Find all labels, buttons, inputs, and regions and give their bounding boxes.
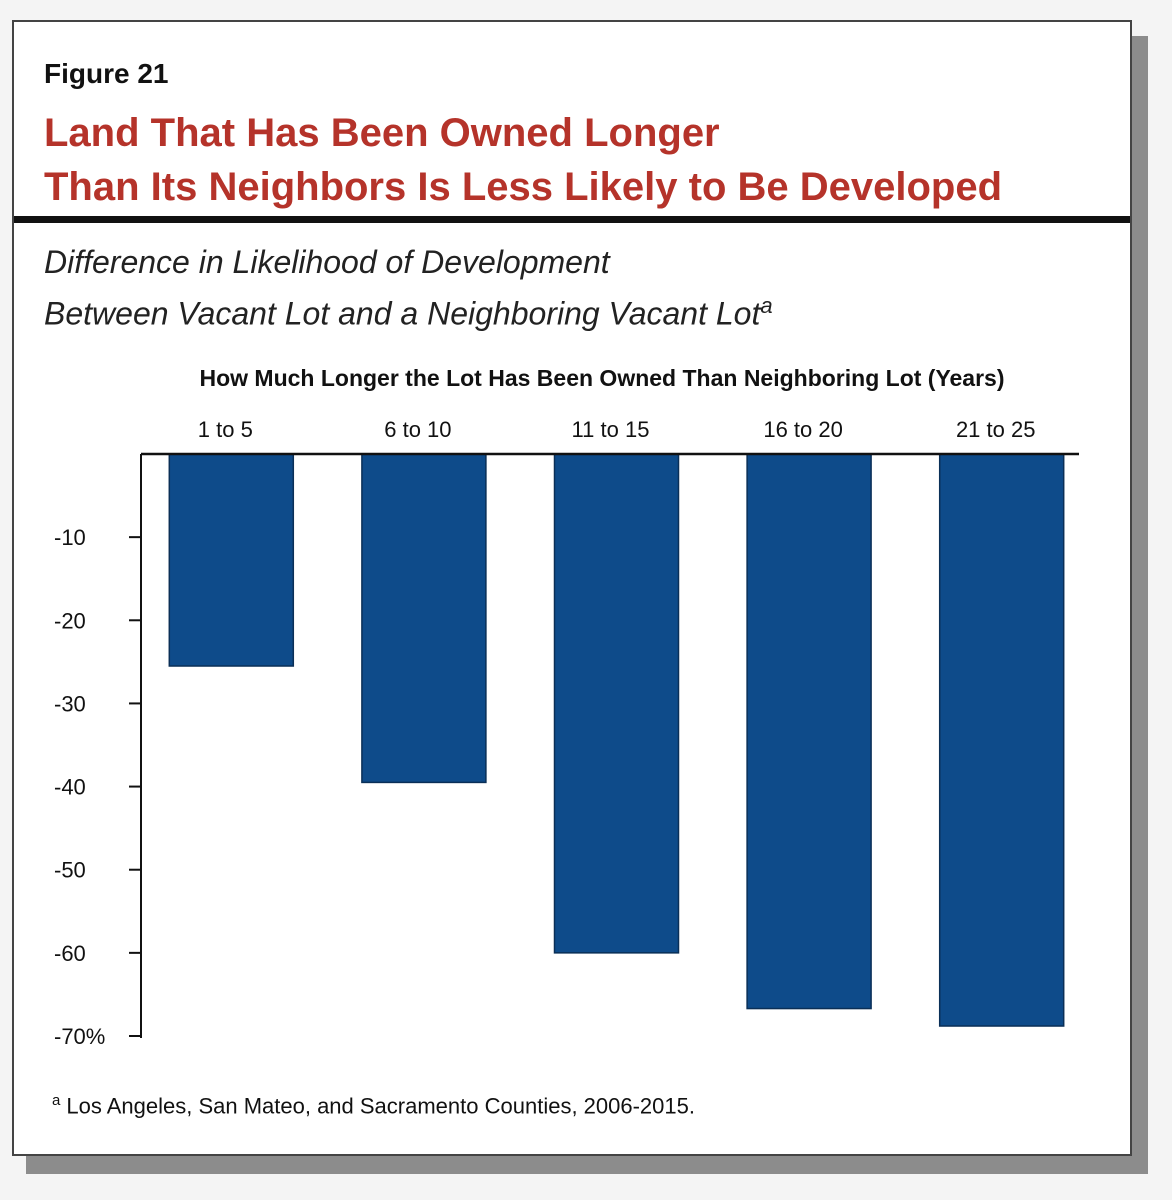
footnote: a Los Angeles, San Mateo, and Sacramento … bbox=[52, 1092, 695, 1119]
bar-4 bbox=[746, 453, 872, 1010]
subtitle-footnote-marker: a bbox=[760, 293, 773, 318]
figure-title: Land That Has Been Owned Longer Than Its… bbox=[44, 106, 1124, 214]
category-label-2: 6 to 10 bbox=[384, 417, 451, 442]
y-tick-label-2: -20 bbox=[54, 608, 86, 633]
subtitle-line-1: Difference in Likelihood of Development bbox=[44, 244, 610, 280]
y-tick-label-3: -30 bbox=[54, 691, 86, 716]
subtitle-line-2: Between Vacant Lot and a Neighboring Vac… bbox=[44, 284, 1104, 336]
y-tick-label-7: -70% bbox=[54, 1024, 105, 1049]
footnote-marker: a bbox=[52, 1092, 61, 1109]
bar-2 bbox=[361, 453, 487, 784]
chart-subtitle: Difference in Likelihood of Development … bbox=[44, 240, 1104, 336]
figure-label: Figure 21 bbox=[44, 58, 169, 89]
figure-card: Figure 21 Land That Has Been Owned Longe… bbox=[12, 20, 1132, 1156]
title-line-1: Land That Has Been Owned Longer bbox=[44, 111, 720, 155]
subtitle-line-2-text: Between Vacant Lot and a Neighboring Vac… bbox=[44, 295, 761, 332]
y-tick-label-6: -60 bbox=[54, 941, 86, 966]
bar-3 bbox=[553, 453, 680, 954]
y-tick-label-4: -40 bbox=[54, 775, 86, 800]
footnote-text: Los Angeles, San Mateo, and Sacramento C… bbox=[66, 1093, 695, 1119]
bar-1 bbox=[168, 453, 295, 667]
y-tick-label-5: -50 bbox=[54, 858, 86, 883]
category-label-3: 11 to 15 bbox=[572, 417, 650, 442]
bar-5 bbox=[938, 453, 1065, 1027]
category-label-4: 16 to 20 bbox=[763, 417, 843, 442]
category-label-1: 1 to 5 bbox=[198, 417, 253, 442]
category-label-5: 21 to 25 bbox=[956, 417, 1036, 442]
title-divider bbox=[14, 216, 1130, 223]
title-line-2: Than Its Neighbors Is Less Likely to Be … bbox=[44, 165, 1003, 209]
bar-chart: How Much Longer the Lot Has Been Owned T… bbox=[54, 365, 1079, 1049]
x-axis-title: How Much Longer the Lot Has Been Owned T… bbox=[199, 365, 1004, 391]
y-tick-label-1: -10 bbox=[54, 525, 86, 550]
